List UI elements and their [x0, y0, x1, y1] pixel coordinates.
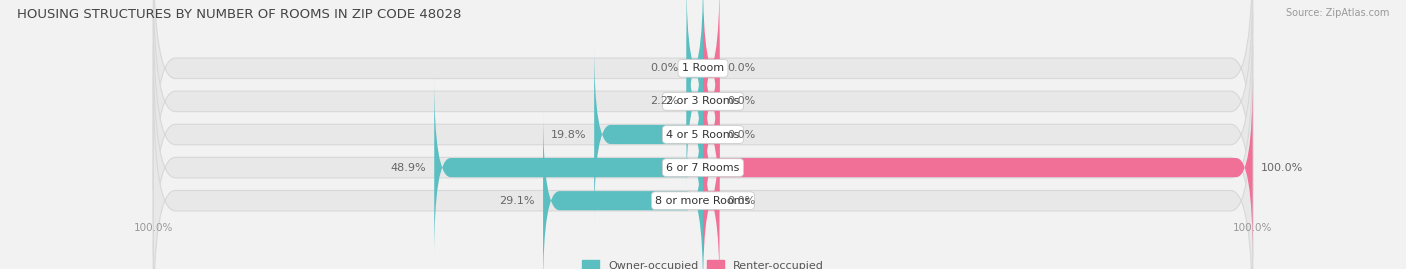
Text: 1 Room: 1 Room [682, 63, 724, 73]
Text: HOUSING STRUCTURES BY NUMBER OF ROOMS IN ZIP CODE 48028: HOUSING STRUCTURES BY NUMBER OF ROOMS IN… [17, 8, 461, 21]
Text: 2.2%: 2.2% [650, 96, 678, 107]
FancyBboxPatch shape [153, 12, 1253, 257]
Text: 4 or 5 Rooms: 4 or 5 Rooms [666, 129, 740, 140]
Text: 0.0%: 0.0% [728, 63, 756, 73]
FancyBboxPatch shape [703, 45, 720, 224]
FancyBboxPatch shape [703, 0, 720, 158]
Text: 0.0%: 0.0% [728, 96, 756, 107]
FancyBboxPatch shape [703, 12, 720, 191]
Text: 29.1%: 29.1% [499, 196, 534, 206]
FancyBboxPatch shape [595, 45, 703, 224]
Text: 19.8%: 19.8% [550, 129, 586, 140]
FancyBboxPatch shape [434, 78, 703, 257]
FancyBboxPatch shape [703, 78, 1253, 257]
Text: 0.0%: 0.0% [728, 196, 756, 206]
FancyBboxPatch shape [686, 0, 703, 158]
FancyBboxPatch shape [543, 111, 703, 269]
FancyBboxPatch shape [153, 79, 1253, 269]
Text: 48.9%: 48.9% [391, 162, 426, 173]
FancyBboxPatch shape [153, 0, 1253, 224]
Text: 8 or more Rooms: 8 or more Rooms [655, 196, 751, 206]
Text: 6 or 7 Rooms: 6 or 7 Rooms [666, 162, 740, 173]
Text: 100.0%: 100.0% [1261, 162, 1303, 173]
FancyBboxPatch shape [153, 0, 1253, 190]
FancyBboxPatch shape [153, 45, 1253, 269]
FancyBboxPatch shape [686, 12, 703, 191]
Text: 0.0%: 0.0% [650, 63, 678, 73]
Text: 2 or 3 Rooms: 2 or 3 Rooms [666, 96, 740, 107]
Text: 0.0%: 0.0% [728, 129, 756, 140]
Text: Source: ZipAtlas.com: Source: ZipAtlas.com [1285, 8, 1389, 18]
FancyBboxPatch shape [703, 111, 720, 269]
Legend: Owner-occupied, Renter-occupied: Owner-occupied, Renter-occupied [578, 256, 828, 269]
